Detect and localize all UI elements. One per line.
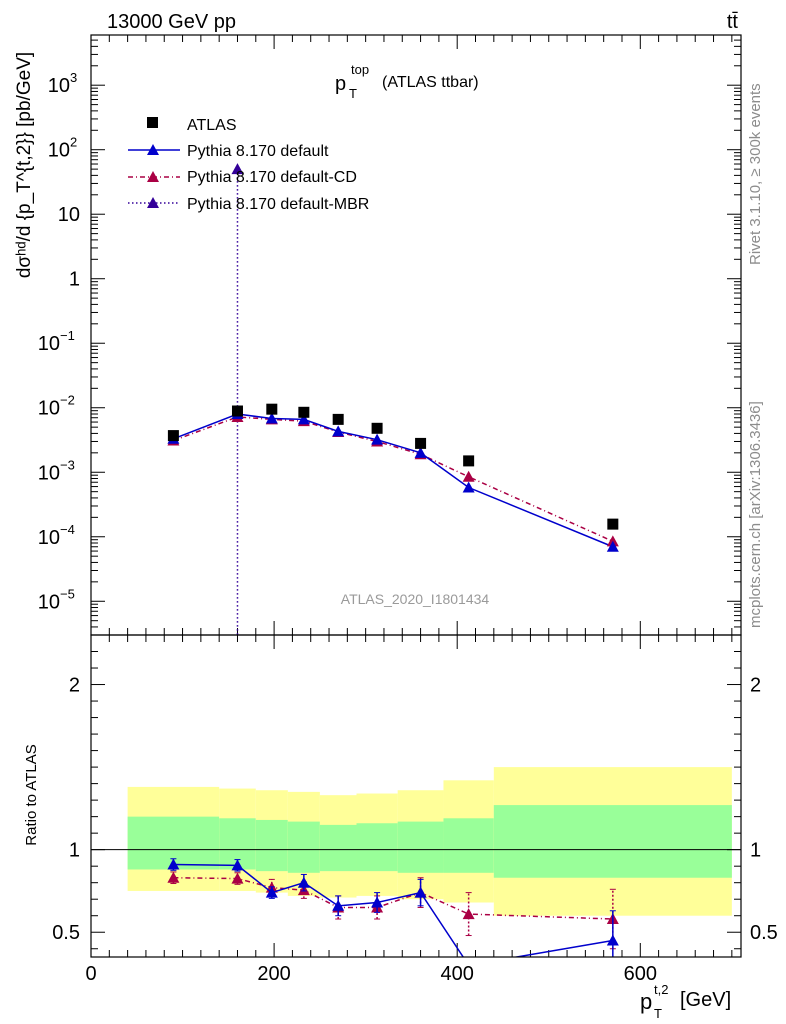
default-ratio-marker — [414, 886, 427, 898]
default-marker — [606, 540, 619, 552]
default-marker — [332, 425, 345, 437]
default-ratio-marker — [606, 934, 619, 946]
y-tick-label: 10 — [38, 333, 60, 355]
process-label: tt̄ — [727, 11, 739, 33]
y-tick-exponent: −5 — [60, 586, 75, 601]
default-marker — [297, 413, 310, 425]
main-ylabel: dσʰᵈ/d {p_T^{t,2}} [pb/GeV] — [14, 52, 35, 278]
y-tick-label: 10 — [38, 591, 60, 613]
atlas-marker — [231, 405, 243, 417]
cd-line — [173, 416, 614, 542]
main-panel-data — [167, 163, 619, 635]
default-marker — [371, 433, 384, 445]
plot-title: p top T (ATLAS ttbar) — [335, 62, 479, 101]
ratio-panel-ticks: 0.5 0.5 1 1 2 2 0 200 400 600 — [52, 635, 778, 985]
legend-atlas-label: ATLAS — [187, 117, 237, 134]
title-sub: T — [349, 86, 357, 101]
band-inner — [443, 818, 494, 873]
default-marker — [462, 481, 475, 493]
legend: ATLAS Pythia 8.170 default Pythia 8.170 … — [128, 117, 369, 213]
mbr-marker — [231, 163, 244, 175]
band-inner — [255, 819, 288, 872]
ratio-y-tick-label: 2 — [69, 675, 80, 697]
cd-marker — [462, 470, 475, 482]
y-tick-label: 10 — [48, 140, 70, 162]
atlas-marker — [371, 422, 383, 434]
xlabel-sub: T — [654, 1006, 662, 1021]
title-rest: (ATLAS ttbar) — [382, 74, 479, 91]
legend-mbr-label: Pythia 8.170 default-MBR — [187, 196, 369, 213]
ratio-ylabel: Ratio to ATLAS — [23, 744, 40, 845]
y-tick-label: 1 — [69, 269, 80, 291]
atlas-marker — [266, 403, 278, 415]
ratio-y-tick-label-right: 2 — [750, 675, 761, 697]
rivet-label: Rivet 3.1.10, ≥ 300k events — [747, 83, 764, 265]
legend-default-label: Pythia 8.170 default — [187, 143, 329, 160]
atlas-marker — [298, 406, 310, 418]
legend-default-marker — [147, 144, 159, 155]
band-inner — [397, 821, 444, 873]
y-tick-exponent: −3 — [60, 457, 75, 472]
band-inner — [319, 824, 357, 872]
default-marker — [265, 412, 278, 424]
atlas-marker — [167, 430, 179, 442]
mcplots-label: mcplots.cern.ch [arXiv:1306.3436] — [747, 401, 764, 628]
default-line — [173, 413, 614, 548]
energy-label: 13000 GeV pp — [107, 11, 236, 33]
atlas-marker — [463, 455, 475, 467]
ratio-y-tick-label-right: 1 — [750, 840, 761, 862]
default-ratio-marker — [371, 896, 384, 908]
y-tick-label: 10 — [58, 204, 80, 226]
atlas-marker — [607, 518, 619, 530]
default-ratio-marker — [265, 886, 278, 898]
legend-mbr-marker — [147, 197, 159, 208]
band-inner — [493, 805, 732, 878]
y-tick-label: 10 — [38, 462, 60, 484]
atlas-marker — [332, 413, 344, 425]
x-tick-label: 600 — [624, 963, 657, 985]
ratio-panel-data — [167, 858, 619, 957]
y-tick-exponent: −4 — [60, 522, 75, 537]
legend-cd-label: Pythia 8.170 default-CD — [187, 169, 357, 186]
y-tick-label: 10 — [38, 398, 60, 420]
legend-cd-marker — [147, 171, 159, 182]
y-tick-exponent: 2 — [70, 135, 77, 150]
analysis-label: ATLAS_2020_I1801434 — [341, 591, 490, 607]
default-ratio-marker — [297, 876, 310, 888]
ratio-y-tick-label-right: 0.5 — [750, 922, 778, 944]
xlabel-main: p — [640, 989, 652, 1014]
band-inner — [287, 821, 320, 873]
cd-ratio-marker — [167, 871, 180, 883]
x-tick-label: 200 — [257, 963, 290, 985]
default-marker — [414, 446, 427, 458]
legend-atlas-marker — [147, 117, 158, 128]
atlas-marker — [415, 437, 427, 449]
x-tick-label: 400 — [441, 963, 474, 985]
y-tick-exponent: 3 — [70, 70, 77, 85]
default-ratio-marker — [231, 859, 244, 871]
title-main: p — [335, 73, 346, 95]
xlabel-rest: [GeV] — [680, 989, 731, 1011]
title-sup: top — [351, 62, 369, 77]
xlabel-sup: t,2 — [654, 982, 668, 997]
ratio-y-tick-label: 1 — [69, 840, 80, 862]
cd-ratio-marker — [462, 908, 475, 920]
ratio-panel-frame — [90, 634, 742, 958]
default-ratio-marker — [332, 899, 345, 911]
default-ratio-marker — [167, 858, 180, 870]
ratio-clipped-data — [167, 858, 619, 957]
y-tick-label: 10 — [48, 75, 70, 97]
y-tick-exponent: −2 — [60, 393, 75, 408]
ratio-bands — [127, 767, 732, 916]
y-tick-exponent: −1 — [60, 328, 75, 343]
cd-ratio-marker — [231, 872, 244, 884]
x-axis-label: p t,2 T [GeV] — [640, 982, 731, 1021]
ratio-y-tick-label: 0.5 — [52, 922, 80, 944]
x-tick-label: 0 — [85, 963, 96, 985]
band-inner — [356, 823, 398, 872]
y-tick-label: 10 — [38, 527, 60, 549]
